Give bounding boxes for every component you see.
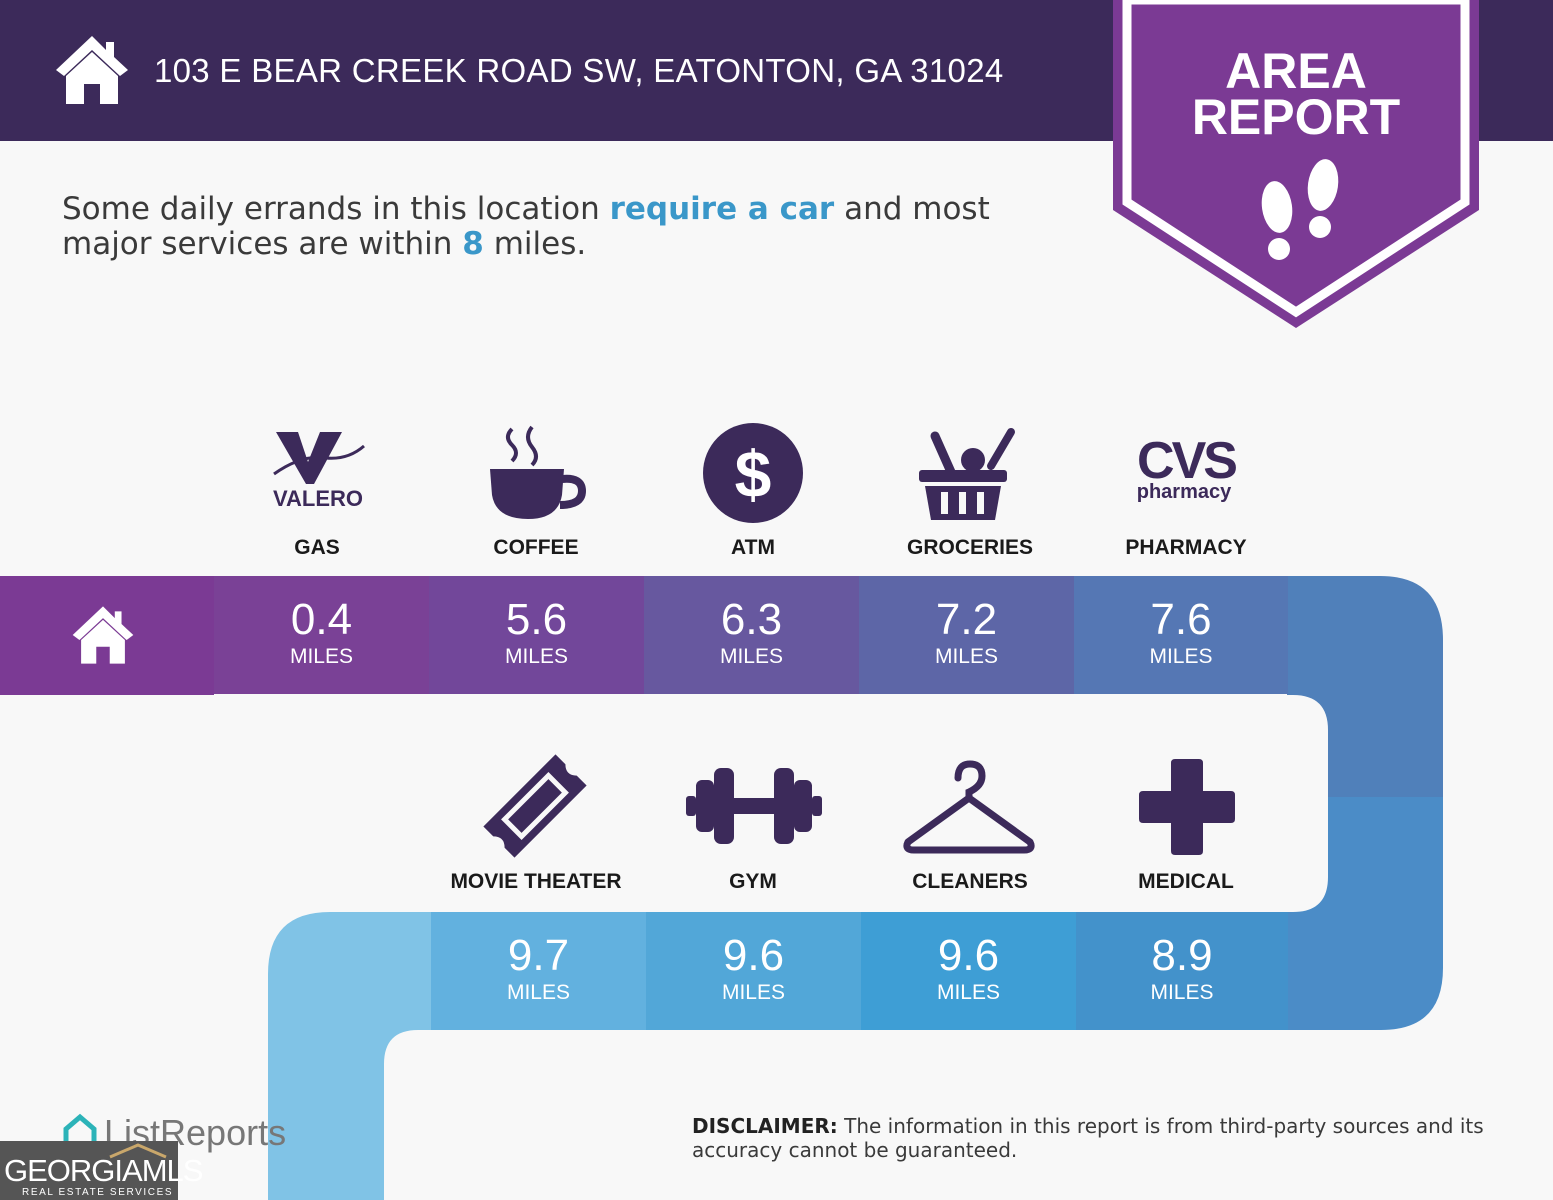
medical-distance: 8.9 [1151, 931, 1213, 980]
intro-part1: Some daily errands in this location [62, 191, 610, 227]
gas-label: GAS [294, 536, 340, 559]
ticket-icon [483, 754, 587, 858]
intro-highlight-car: require a car [609, 191, 835, 227]
pharmacy-label: PHARMACY [1125, 536, 1247, 559]
valero-logo: VALERO [273, 432, 365, 511]
cleaners-label: CLEANERS [912, 870, 1028, 893]
medical-distance-cell: 8.9 MILES [1076, 912, 1288, 1030]
cleaners-unit: MILES [936, 981, 1001, 1004]
intro-part3: miles. [483, 226, 587, 262]
atm-distance-cell: 6.3 MILES [644, 576, 859, 694]
grocery-basket-icon [919, 428, 1015, 520]
cleaners-distance: 9.6 [937, 931, 1000, 980]
roof-icon [109, 1143, 167, 1159]
badge-title-line2: REPORT [1191, 89, 1401, 145]
movie-theater-distance-cell: 9.7 MILES [431, 912, 646, 1030]
medical-unit: MILES [1150, 981, 1214, 1004]
groceries-distance-cell: 7.2 MILES [859, 576, 1074, 694]
svg-text:$: $ [735, 437, 772, 511]
disclaimer: DISCLAIMER: The information in this repo… [692, 1114, 1512, 1162]
movie-theater-distance: 9.7 [507, 931, 570, 980]
movie-theater-label: MOVIE THEATER [450, 870, 622, 893]
disclaimer-label: DISCLAIMER: [692, 1114, 838, 1138]
medical-cross-icon [1139, 759, 1235, 855]
intro-text: Some daily errands in this location requ… [62, 192, 1072, 262]
georgia-mls-logo: GEORGIAMLS REAL ESTATE SERVICES [0, 1141, 203, 1200]
cleaners-distance-cell: 9.6 MILES [861, 912, 1076, 1030]
badge-title-line1: AREA [1225, 43, 1367, 99]
atm-unit: MILES [719, 645, 784, 668]
georgia-mls-text: GEORGIAMLS [4, 1153, 203, 1188]
coffee-distance: 5.6 [505, 595, 568, 644]
gym-unit: MILES [721, 981, 786, 1004]
groceries-unit: MILES [934, 645, 999, 668]
groceries-label: GROCERIES [906, 536, 1034, 559]
georgia-mls-subtext: REAL ESTATE SERVICES [22, 1187, 174, 1198]
dumbbell-icon [686, 768, 822, 844]
cvs-logo-sub: pharmacy [1137, 481, 1232, 503]
footprints-icon [1261, 159, 1339, 260]
groceries-distance: 7.2 [935, 595, 998, 644]
gas-distance: 0.4 [290, 595, 353, 644]
movie-theater-unit: MILES [506, 981, 571, 1004]
gas-unit: MILES [289, 645, 354, 668]
cvs-logo-text: CVS [1137, 434, 1236, 490]
area-report-badge [1113, 0, 1479, 328]
intro-highlight-miles: 8 [462, 226, 484, 262]
coffee-cup-icon [490, 425, 586, 519]
hanger-icon [903, 760, 1035, 854]
pharmacy-unit: MILES [1149, 645, 1213, 668]
gym-label: GYM [729, 870, 777, 893]
coffee-unit: MILES [504, 645, 569, 668]
dollar-icon: $ [703, 423, 803, 523]
gym-distance-cell: 9.6 MILES [646, 912, 861, 1030]
disclaimer-text: The information in this report is from t… [692, 1114, 1484, 1162]
gym-distance: 9.6 [722, 931, 785, 980]
intro-part2: and most major services are within [62, 191, 990, 262]
gas-distance-cell: 0.4 MILES [214, 576, 429, 694]
valero-logo-text: VALERO [273, 486, 363, 511]
medical-label: MEDICAL [1138, 870, 1234, 893]
home-icon [72, 606, 134, 664]
pharmacy-distance-cell: 7.6 MILES [1074, 576, 1288, 694]
atm-label: ATM [731, 536, 775, 559]
pharmacy-distance: 7.6 [1150, 595, 1212, 644]
property-address: 103 E BEAR CREEK ROAD SW, EATONTON, GA 3… [154, 52, 1004, 89]
home-icon [56, 36, 128, 104]
cvs-pharmacy-logo: CVS pharmacy [1137, 434, 1240, 503]
coffee-label: COFFEE [493, 536, 579, 559]
atm-distance: 6.3 [720, 595, 783, 644]
coffee-distance-cell: 5.6 MILES [429, 576, 644, 694]
